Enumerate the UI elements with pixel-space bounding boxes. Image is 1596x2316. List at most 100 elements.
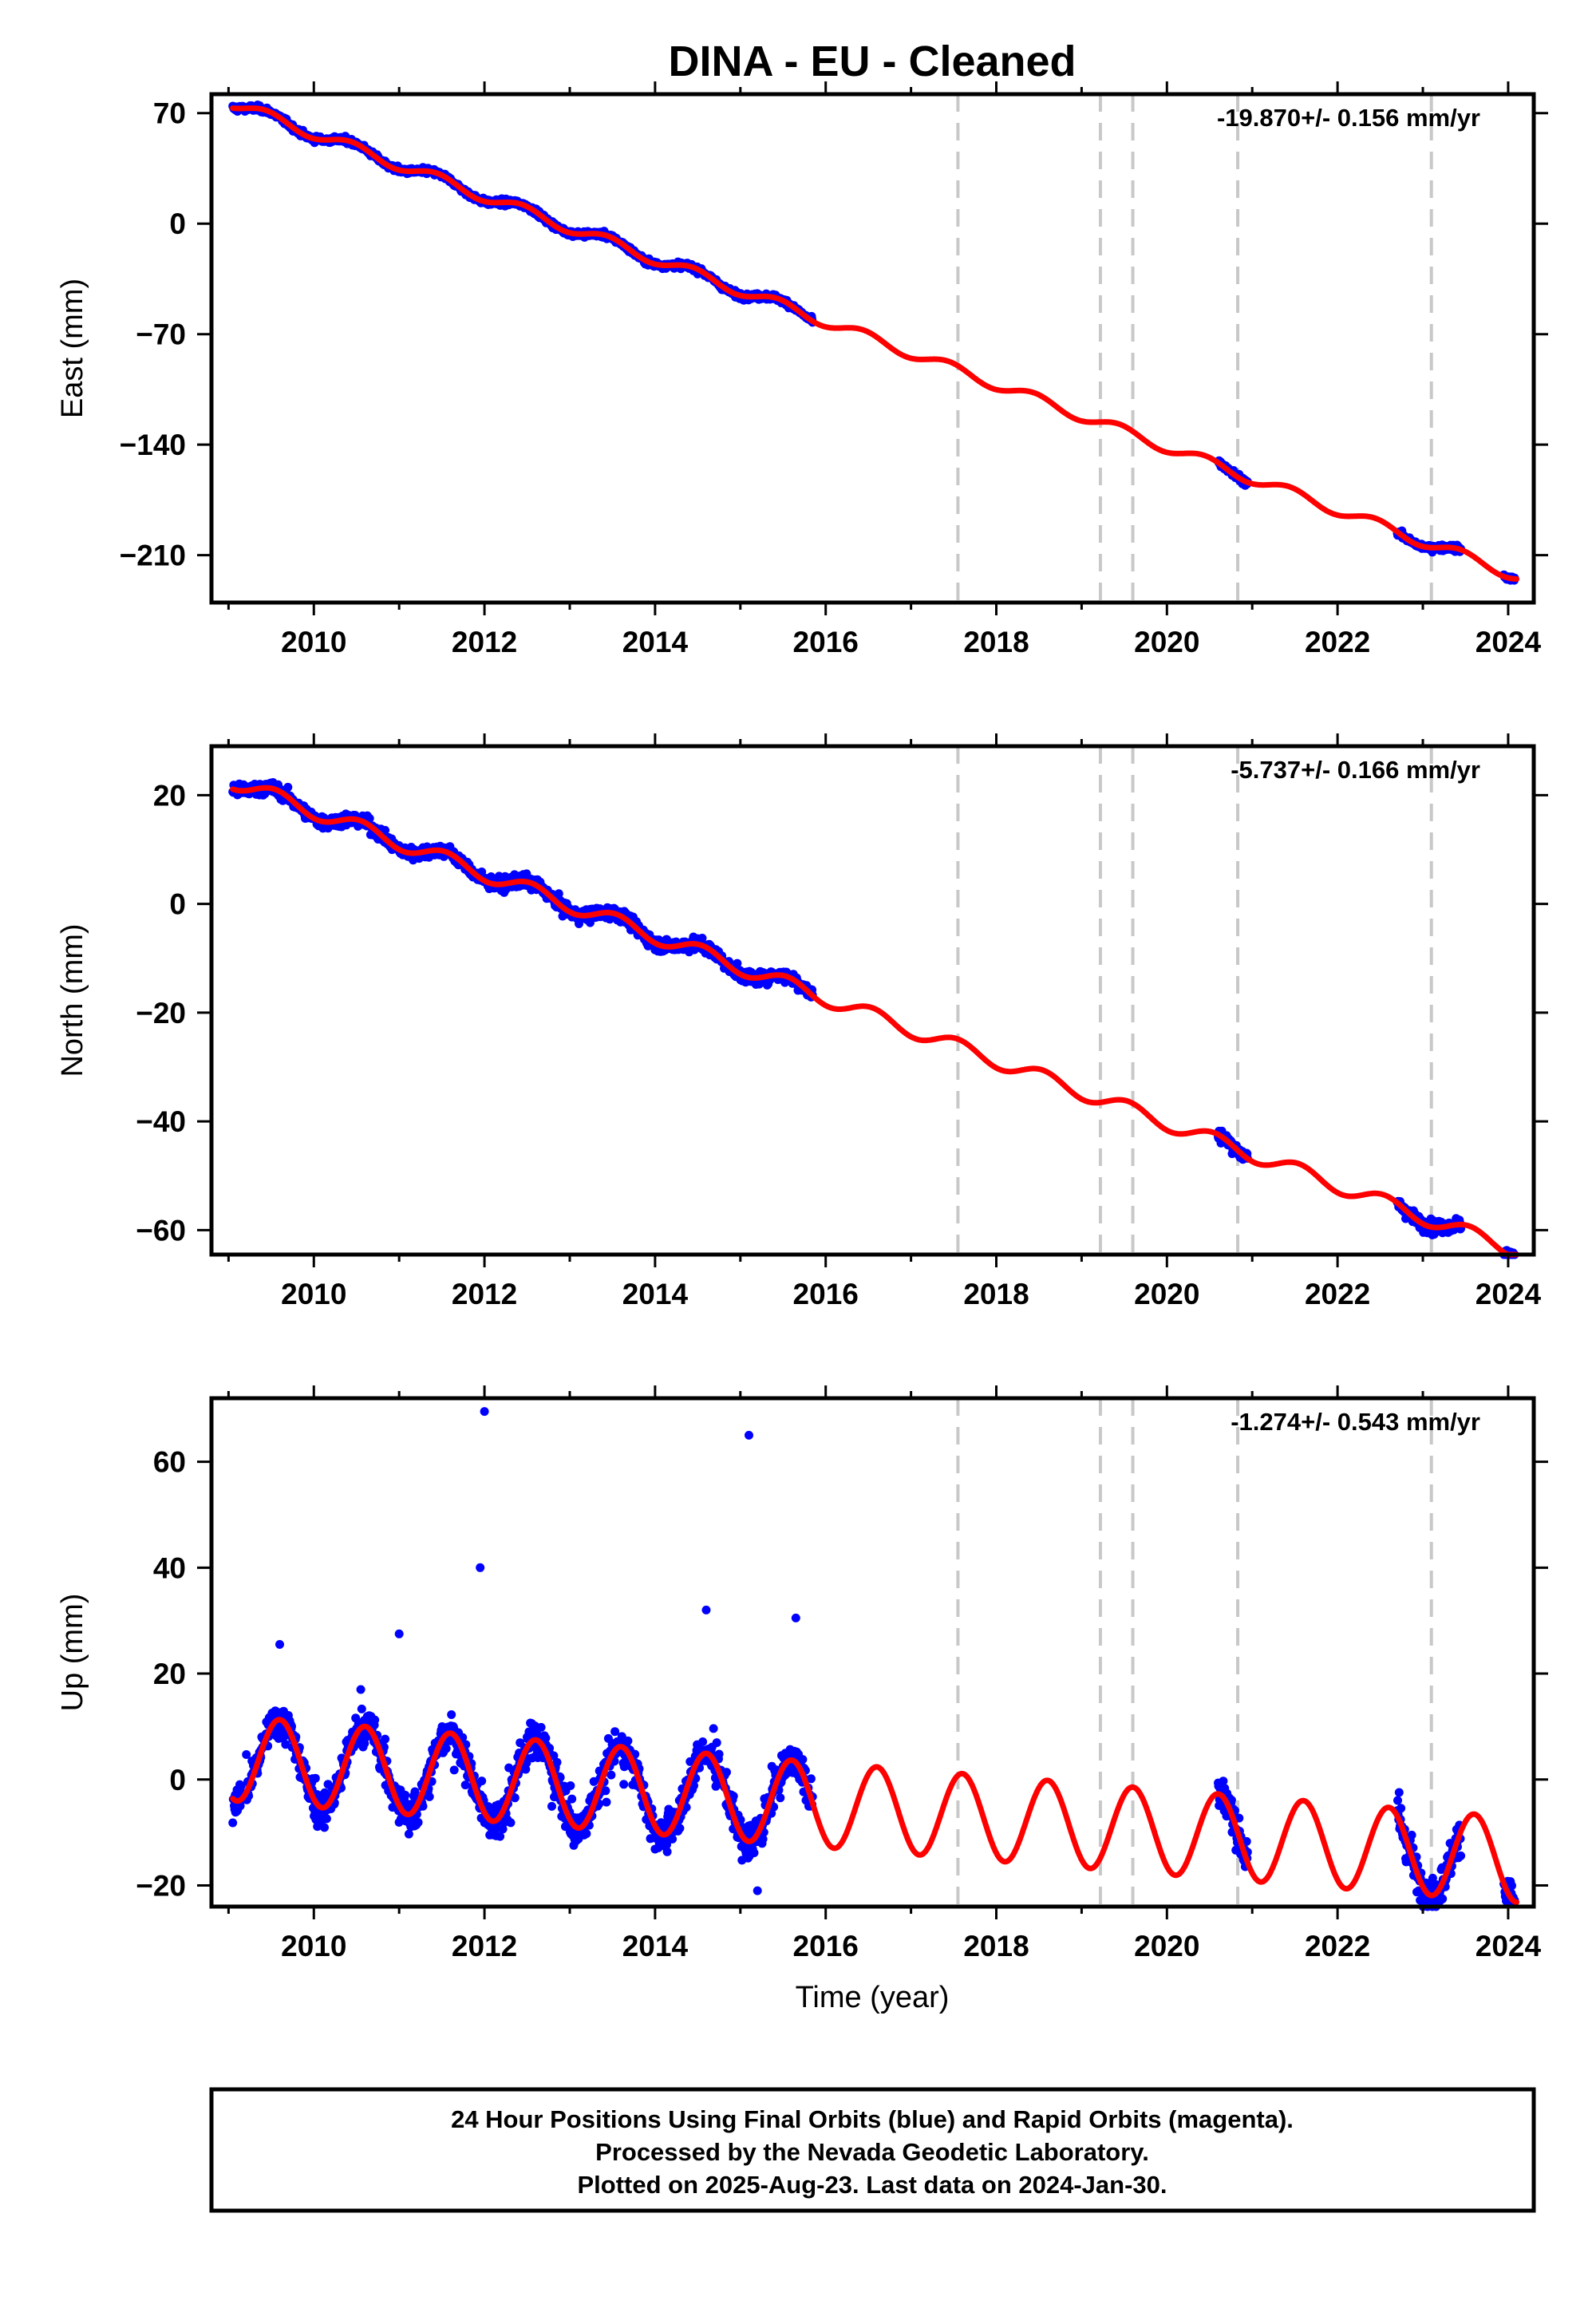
data-point [322, 1814, 331, 1824]
rate-label: -5.737+/- 0.166 mm/yr [1231, 756, 1480, 784]
outlier-point [275, 1640, 284, 1649]
data-point [582, 1829, 591, 1839]
data-point [320, 1823, 329, 1832]
data-point [401, 1790, 410, 1800]
footer-line-1: 24 Hour Positions Using Final Orbits (bl… [451, 2105, 1294, 2133]
x-tick-label: 2022 [1305, 1278, 1370, 1310]
data-point [668, 1834, 678, 1844]
data-point [357, 1704, 366, 1713]
data-point [662, 1847, 672, 1856]
x-tick-label: 2012 [452, 1278, 517, 1310]
data-point [425, 1792, 434, 1801]
data-point [1396, 1804, 1406, 1813]
x-tick-label: 2012 [452, 1930, 517, 1962]
y-tick-label: 20 [153, 1658, 186, 1690]
north-panel: 2010 2012 2014 2016 2018 2020 2022 2024 20 0 −20 −4… [56, 733, 1548, 1310]
x-tick-label: 2018 [963, 1930, 1029, 1962]
x-tick-label: 2016 [793, 626, 859, 658]
east-panel: 2010 2012 2014 2016 2018 2020 2022 2024 70 0 −70 −1… [56, 81, 1548, 658]
data-point [675, 1824, 685, 1833]
data-point [712, 1738, 721, 1748]
y-axis-label: Up (mm) [56, 1594, 89, 1712]
data-point [602, 1797, 611, 1807]
data-point [623, 1736, 633, 1745]
y-axis-label: East (mm) [56, 279, 89, 418]
y-tick-label: −140 [120, 429, 186, 461]
x-tick-label: 2024 [1476, 1930, 1542, 1962]
x-tick-label: 2014 [622, 1278, 689, 1310]
outlier-point [701, 1605, 711, 1614]
data-point [567, 1794, 577, 1804]
footer-line-3: Plotted on 2025-Aug-23. Last data on 202… [577, 2171, 1167, 2199]
data-point [370, 1715, 380, 1725]
x-tick-label: 2020 [1134, 1278, 1199, 1310]
y-tick-label: 70 [153, 97, 186, 130]
x-tick-label: 2010 [281, 626, 346, 658]
data-point [1438, 1894, 1448, 1903]
data-point [477, 1777, 487, 1786]
x-tick-label: 2018 [963, 626, 1029, 658]
outlier-point [394, 1629, 404, 1638]
y-tick-label: −70 [136, 318, 186, 351]
data-point [714, 1749, 724, 1759]
x-axis-label: Time (year) [796, 1981, 950, 2014]
data-point [776, 1793, 785, 1803]
footer-line-2: Processed by the Nevada Geodetic Laborat… [595, 2138, 1149, 2166]
data-point [1456, 1851, 1466, 1860]
rate-label: -1.274+/- 0.543 mm/yr [1231, 1408, 1480, 1436]
y-axis-label: North (mm) [56, 923, 89, 1077]
fit-line [230, 1717, 1520, 1905]
data-point [447, 1710, 456, 1719]
data-point [356, 1685, 365, 1694]
y-tick-label: −20 [136, 997, 186, 1030]
data-point [310, 1773, 320, 1783]
data-point [709, 1724, 718, 1733]
y-tick-label: 0 [169, 207, 186, 240]
y-tick-label: −60 [136, 1214, 186, 1247]
data-point [283, 782, 293, 792]
fit-line [230, 105, 1520, 582]
data-points [228, 1407, 1519, 1911]
x-tick-label: 2020 [1134, 1930, 1199, 1962]
chart-title: DINA - EU - Cleaned [668, 38, 1076, 85]
outlier-point [476, 1563, 485, 1572]
y-tick-label: 20 [153, 779, 186, 812]
plot-frame [209, 744, 1536, 1257]
data-point [1394, 1788, 1404, 1797]
data-point [606, 1770, 616, 1780]
y-tick-label: 40 [153, 1551, 186, 1584]
data-point [506, 1818, 516, 1828]
x-tick-label: 2016 [793, 1278, 859, 1310]
data-point [536, 1722, 546, 1732]
data-point [381, 1734, 390, 1744]
outlier-point [480, 1407, 489, 1417]
x-tick-label: 2022 [1305, 1930, 1370, 1962]
y-tick-label: 0 [169, 888, 186, 921]
y-tick-label: −210 [120, 539, 186, 572]
data-point [228, 1818, 238, 1828]
x-tick-label: 2010 [281, 1278, 346, 1310]
x-tick-label: 2010 [281, 1930, 346, 1962]
rate-label: -19.870+/- 0.156 mm/yr [1217, 104, 1480, 132]
outlier-point [753, 1886, 762, 1895]
x-tick-label: 2012 [452, 626, 517, 658]
y-tick-label: −40 [136, 1105, 186, 1138]
data-point [449, 1765, 459, 1775]
data-point [441, 1744, 451, 1753]
data-point [413, 1818, 423, 1827]
data-point [798, 1755, 808, 1765]
y-tick-label: −20 [136, 1869, 186, 1902]
x-tick-label: 2016 [793, 1930, 859, 1962]
data-point [722, 1768, 731, 1777]
y-tick-label: 60 [153, 1446, 186, 1479]
data-point [547, 1801, 556, 1811]
data-point [1393, 1796, 1402, 1805]
data-point [601, 1786, 610, 1796]
x-tick-label: 2014 [622, 626, 689, 658]
data-point [619, 1780, 629, 1789]
x-tick-label: 2014 [622, 1930, 689, 1962]
y-tick-label: 0 [169, 1764, 186, 1796]
x-tick-label: 2024 [1476, 1278, 1542, 1310]
data-point [698, 1737, 708, 1746]
